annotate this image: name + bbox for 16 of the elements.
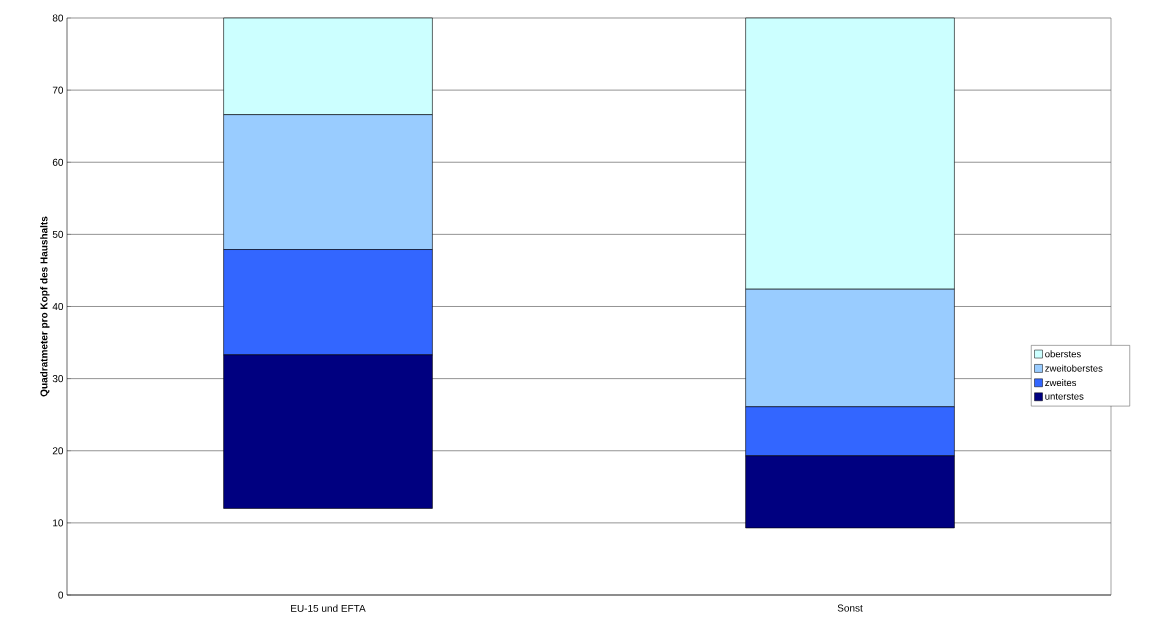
x-tick-label: Sonst [837,604,863,612]
legend-label: zweitoberstes [1045,364,1103,372]
legend-label: zweites [1045,379,1077,387]
y-tick-label: 60 [52,158,64,166]
legend-label: oberstes [1045,350,1081,358]
y-tick-label: 30 [52,375,64,383]
y-tick-label: 0 [58,591,64,599]
y-tick-label: 10 [53,519,64,527]
y-tick-label: 50 [52,230,64,238]
y-axis-title: Quadratmeter pro Kopf des Haushalts [40,216,50,397]
y-tick-label: 40 [52,302,64,311]
y-tick-label: 70 [52,86,64,94]
legend-label: unterstes [1045,393,1084,400]
y-tick-label: 80 [52,14,64,22]
x-tick-label: EU-15 und EFTA [291,604,366,612]
y-tick-label: 20 [52,447,64,455]
